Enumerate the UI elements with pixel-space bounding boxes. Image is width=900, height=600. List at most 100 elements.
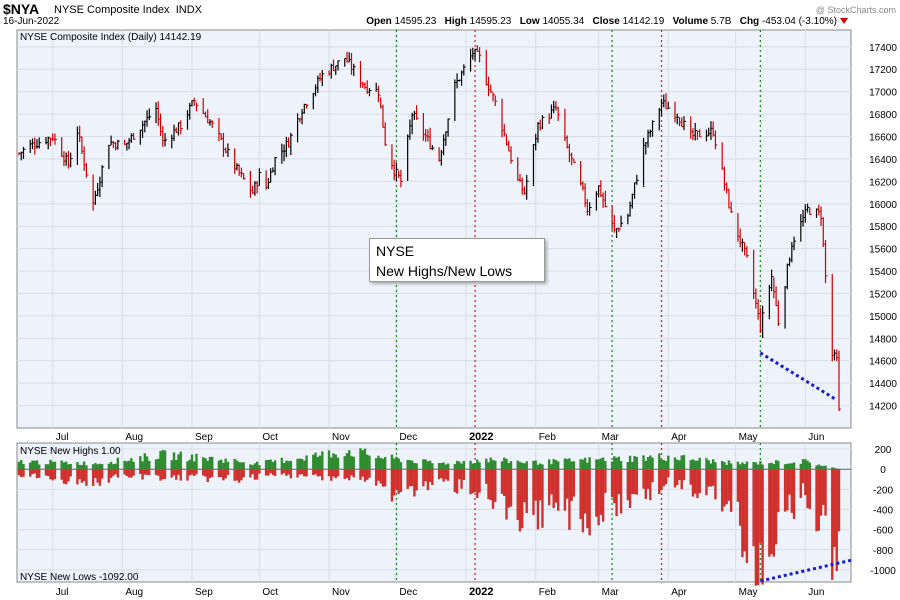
y-tick-label: 14400: [869, 379, 897, 390]
new-highs-bar: [667, 455, 670, 470]
new-highs-bar: [819, 465, 823, 470]
new-highs-bar: [352, 456, 355, 470]
new-highs-bar: [458, 461, 461, 470]
new-lows-bar: [599, 469, 603, 515]
new-lows-bar: [487, 469, 490, 500]
new-lows-bar: [583, 469, 587, 514]
new-lows-bar: [336, 469, 340, 477]
new-highs-bar: [694, 460, 697, 470]
y-tick-label: 17000: [869, 88, 897, 99]
new-highs-bar: [224, 458, 227, 470]
new-lows-bar: [440, 469, 443, 479]
new-lows-bar: [586, 469, 589, 529]
new-lows-bar: [676, 469, 679, 486]
y-tick-label: 15000: [869, 312, 897, 323]
new-lows-bar: [754, 469, 758, 586]
y-tick-label: 15600: [869, 245, 897, 256]
new-lows-bar: [473, 469, 477, 493]
x-tick-label: May: [739, 587, 758, 598]
volume-label: Volume: [672, 16, 709, 27]
new-lows-bar: [458, 469, 461, 480]
new-lows-bar: [570, 469, 573, 501]
new-lows-bar: [556, 469, 560, 511]
new-lows-bar: [696, 469, 699, 499]
new-highs-bar: [296, 458, 299, 470]
new-lows-bar: [226, 469, 230, 475]
new-highs-bar: [691, 459, 695, 470]
new-highs-bar: [303, 460, 306, 470]
new-highs-bar: [208, 456, 212, 470]
new-highs-bar: [172, 452, 176, 470]
new-highs-bar: [282, 462, 286, 470]
new-lows-bar: [799, 469, 803, 498]
new-highs-bar: [91, 464, 95, 470]
new-lows-bar: [392, 469, 396, 496]
new-lows-bar: [597, 469, 600, 526]
new-highs-bar: [264, 460, 268, 470]
new-highs-bar: [300, 458, 304, 470]
new-highs-bar: [139, 456, 142, 470]
new-highs-bar: [428, 460, 432, 470]
new-lows-bar: [269, 469, 272, 474]
new-highs-bar: [112, 464, 115, 470]
new-highs-bar: [822, 466, 825, 470]
new-highs-bar: [410, 460, 414, 470]
new-lows-bar: [774, 469, 778, 545]
new-lows-bar: [507, 469, 510, 508]
new-lows-bar: [267, 469, 270, 476]
new-highs-bar: [516, 460, 519, 470]
new-highs-bar: [487, 462, 490, 470]
new-lows-bar: [321, 469, 324, 481]
new-highs-bar: [253, 463, 257, 470]
new-lows-bar: [720, 469, 724, 512]
new-highs-bar: [711, 459, 715, 470]
new-highs-bar: [541, 464, 544, 470]
new-highs-bar: [745, 461, 749, 470]
new-highs-bar: [440, 463, 443, 470]
new-lows-bar: [462, 469, 466, 480]
breadth-panel-title: NYSE New Highs 1.00: [20, 446, 121, 457]
new-highs-bar: [595, 459, 598, 470]
new-lows-bar: [658, 469, 661, 494]
new-lows-bar: [808, 469, 811, 509]
new-highs-bar: [186, 461, 189, 470]
new-lows-bar: [792, 469, 796, 520]
new-lows-bar: [255, 469, 259, 480]
new-lows-bar: [822, 469, 825, 505]
y-tick-label: 16800: [869, 110, 897, 121]
new-lows-bar: [786, 469, 789, 511]
new-highs-bar: [610, 461, 614, 470]
new-highs-bar: [312, 454, 315, 470]
new-highs-bar: [503, 457, 506, 470]
new-lows-bar: [736, 469, 740, 502]
new-lows-bar: [646, 469, 650, 489]
new-highs-bar: [413, 462, 416, 470]
y-tick-label: 14200: [869, 402, 897, 413]
new-lows-bar: [359, 469, 362, 480]
new-lows-bar: [745, 469, 749, 563]
new-lows-bar: [157, 469, 160, 476]
new-highs-bar: [676, 459, 679, 470]
new-highs-bar: [552, 459, 555, 470]
new-lows-bar: [738, 469, 742, 526]
y-tick-label: 16600: [869, 133, 897, 144]
new-highs-bar: [204, 458, 207, 470]
new-highs-bar: [761, 464, 764, 470]
new-lows-bar: [770, 469, 773, 555]
new-lows-bar: [446, 469, 450, 481]
new-highs-bar: [491, 460, 495, 470]
new-highs-bar: [736, 461, 740, 470]
new-highs-bar: [815, 465, 818, 470]
x-tick-label: Aug: [125, 587, 143, 598]
new-lows-bar: [44, 469, 48, 476]
new-highs-bar: [572, 461, 576, 470]
new-lows-bar: [478, 469, 481, 493]
new-lows-bar: [525, 469, 528, 514]
new-lows-bar: [768, 469, 771, 557]
new-lows-bar: [516, 469, 519, 520]
new-highs-bar: [143, 453, 147, 470]
new-lows-bar: [395, 469, 398, 491]
new-highs-bar: [723, 461, 726, 470]
new-lows-bar: [76, 469, 79, 485]
new-lows-bar: [837, 469, 841, 532]
